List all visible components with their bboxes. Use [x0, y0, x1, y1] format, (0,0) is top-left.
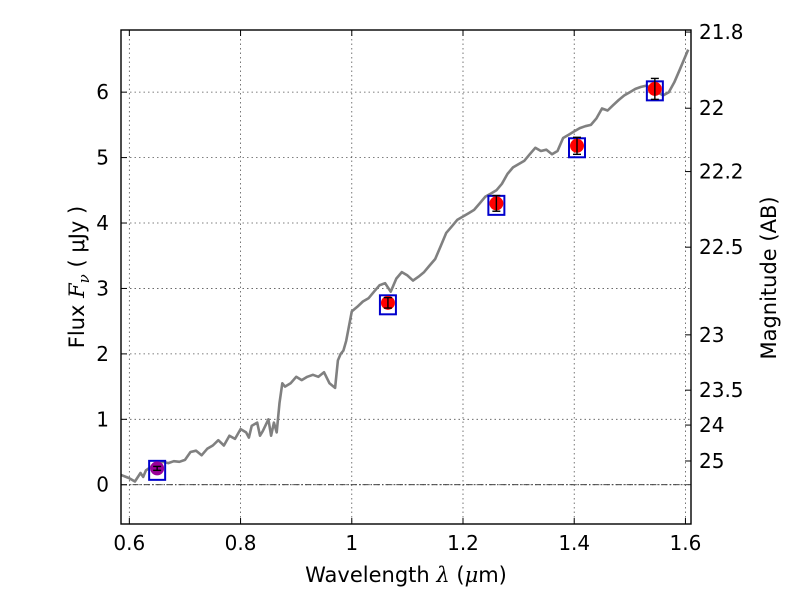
y-axis-unit: ( μJy )	[65, 206, 89, 274]
axis-ticks	[121, 30, 691, 524]
y-axis-nu-subscript: ν	[75, 274, 93, 283]
y2-axis-title: Magnitude (AB)	[757, 196, 781, 359]
model-band-square	[148, 459, 167, 481]
y-tick-label: 1	[96, 407, 109, 431]
y-tick-label: 5	[96, 146, 109, 170]
model-band-square	[378, 294, 397, 316]
y-tick-label: 0	[96, 473, 109, 497]
magnitude-tick-label: 24	[699, 413, 724, 437]
x-axis-title: Wavelength λ (μm)	[305, 563, 507, 587]
magnitude-tick-label: 25	[699, 449, 724, 473]
spectrum-line	[120, 49, 690, 483]
tick-labels: 0.6 0.8 1 1.2 1.4 1.6012345621.82222.222.5232…	[96, 20, 743, 555]
y-axis-flux-symbol: F	[65, 282, 89, 299]
x-tick-label: 1	[345, 531, 358, 555]
x-tick-label: 1.4	[558, 531, 590, 555]
x-tick-label: 0.6	[113, 531, 145, 555]
magnitude-tick-label: 23.5	[699, 378, 744, 402]
magnitude-tick-label: 22.5	[699, 235, 744, 259]
magnitude-tick-label: 22.2	[699, 160, 744, 184]
x-tick-label: 0.8	[225, 531, 257, 555]
x-tick-label: 1.2	[447, 531, 479, 555]
x-tick-label: 1.6	[670, 531, 702, 555]
x-axis-unit-open: (	[450, 563, 465, 587]
magnitude-tick-label: 21.8	[699, 20, 744, 44]
x-axis-title-prefix: Wavelength	[305, 563, 436, 587]
y-tick-label: 3	[96, 276, 109, 300]
magnitude-tick-label: 22	[699, 96, 724, 120]
y-axis-title-prefix: Flux	[65, 298, 89, 348]
data-series	[120, 49, 690, 483]
y-axis-title: Flux Fν ( μJy )	[65, 206, 93, 348]
x-axis-lambda-symbol: λ	[435, 563, 449, 587]
plot-frame	[120, 29, 692, 525]
magnitude-tick-label: 23	[699, 323, 724, 347]
y-tick-label: 4	[96, 211, 109, 235]
x-axis-mu-symbol: μ	[465, 563, 479, 587]
y-tick-label: 6	[96, 80, 109, 104]
y-tick-label: 2	[96, 342, 109, 366]
x-axis-unit-rest: m)	[478, 563, 507, 587]
